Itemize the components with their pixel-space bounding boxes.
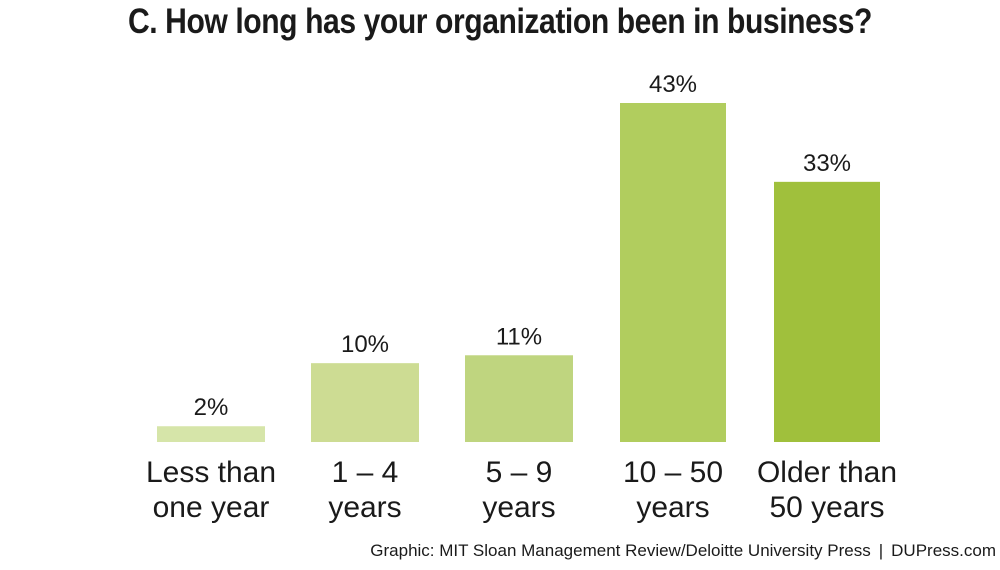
category-label-1-line-1: Less than [146,456,276,489]
credit-line: Graphic: MIT Sloan Management Review/Del… [370,541,996,561]
category-label-5-line-1: Older than [757,456,897,489]
bar-3 [465,355,573,442]
bar-2 [311,363,419,442]
chart-title: C. How long has your organization been i… [127,2,873,41]
category-label-4-line-1: 10 – 50 [623,456,723,489]
credit-source: Graphic: MIT Sloan Management Review/Del… [370,541,871,560]
category-label-2-line-2: years [328,491,401,524]
bars-group [157,103,880,442]
credit-site: DUPress.com [891,541,996,560]
bar-5 [774,181,880,442]
category-label-1-line-2: one year [153,491,270,524]
value-label-3: 11% [496,323,542,350]
value-label-2: 10% [341,331,389,358]
value-label-1: 2% [194,394,229,421]
bar-4 [620,103,726,442]
credit-separator: | [878,541,884,560]
value-label-5: 33% [803,150,851,177]
category-label-3-line-2: years [482,491,555,524]
value-label-4: 43% [649,71,697,98]
category-label-3-line-1: 5 – 9 [486,456,553,489]
value-labels-group: 2% 10% 11% 43% 33% [194,71,851,421]
bar-1 [157,426,265,442]
category-label-4-line-2: years [636,491,709,524]
category-label-5-line-2: 50 years [769,491,884,524]
category-label-2-line-1: 1 – 4 [332,456,399,489]
